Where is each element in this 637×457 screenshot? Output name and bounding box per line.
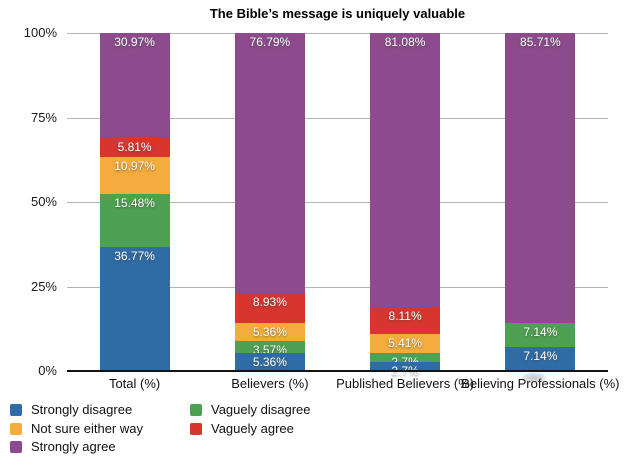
y-axis-tick-label: 25% xyxy=(30,279,57,294)
y-axis-tick-label: 100% xyxy=(23,25,57,40)
segment-value-label: 30.97% xyxy=(114,35,155,49)
segment-value-label: 8.93% xyxy=(252,294,287,309)
bar-segment-strongly-disagree: 5.36% xyxy=(234,352,305,371)
segment-value-label: 85.71% xyxy=(520,35,561,49)
gridline xyxy=(67,287,608,288)
bar-published-believers: 81.08%8.11%5.41%2.7%2.7% xyxy=(370,33,441,377)
legend-label: Strongly agree xyxy=(31,439,116,454)
bar-segment-strongly-agree: 81.08% xyxy=(370,33,441,308)
bar-segment-not-sure-either-way: 5.36% xyxy=(234,322,305,341)
segment-value-label: 5.81% xyxy=(117,139,152,154)
x-axis-category-label: Believing Professionals (%) xyxy=(461,376,620,391)
bar-total: 30.97% 5.81% 10.97% 15.48% 36.77% xyxy=(99,33,170,371)
legend-swatch xyxy=(10,422,22,435)
y-axis-tick-label: 50% xyxy=(30,194,57,209)
bar-segment-vaguely-disagree: 15.48% xyxy=(99,194,170,247)
y-axis-tick-label: 75% xyxy=(30,110,57,125)
bar-believers: 76.79% 8.93% 5.36% 3.57% 5.36% xyxy=(234,33,305,371)
segment-value-label: 10.97% xyxy=(114,159,155,174)
legend-swatch xyxy=(190,404,202,416)
bar-segment-vaguely-disagree: 7.14% xyxy=(505,322,576,347)
x-axis-line xyxy=(67,370,608,372)
x-axis-category-label: Published Believers (%) xyxy=(336,376,475,391)
legend-label: Strongly disagree xyxy=(31,402,133,417)
segment-value-label: 5.41% xyxy=(388,336,423,351)
bar-segment-strongly-agree: 85.71% xyxy=(505,33,576,323)
legend-swatch xyxy=(10,404,22,416)
segment-value-label: 15.48% xyxy=(114,196,155,211)
gridline xyxy=(67,202,608,203)
bar-segment-strongly-disagree: 7.14% xyxy=(505,346,576,371)
segment-value-label: 8.11% xyxy=(388,309,422,324)
gridline xyxy=(67,118,608,119)
x-axis-category-label: Believers (%) xyxy=(231,376,309,391)
bar-segment-vaguely-disagree: 2.7% xyxy=(370,352,441,368)
bar-segment-vaguely-agree: 8.93% xyxy=(234,292,305,323)
segment-value-label: 7.14% xyxy=(523,348,558,363)
segment-value-label: 5.36% xyxy=(252,324,287,339)
bar-segment-not-sure-either-way: 5.41% xyxy=(370,334,441,353)
bar-segment-vaguely-agree: 8.11% xyxy=(370,307,441,335)
bar-segment-strongly-agree: 76.79% xyxy=(234,33,305,293)
bar-segment-strongly-disagree: 36.77% xyxy=(99,246,170,371)
gridline xyxy=(67,33,608,34)
chart-title: The Bible’s message is uniquely valuable xyxy=(209,6,466,21)
bar-believing-professionals: 85.71% 7.14% 7.14% xyxy=(505,33,576,371)
segment-value-label: 5.36% xyxy=(252,354,287,369)
segment-value-label: 36.77% xyxy=(114,248,155,263)
bar-segment-vaguely-agree: 5.81% xyxy=(99,137,170,158)
legend-label: Not sure either way xyxy=(31,420,143,436)
segment-value-label: 7.14% xyxy=(523,324,558,339)
legend-swatch xyxy=(190,422,202,435)
y-axis-tick-label: 0% xyxy=(38,363,57,378)
legend-label: Vaguely agree xyxy=(211,420,294,436)
bar-segment-vaguely-disagree: 3.57% xyxy=(234,340,305,356)
bar-segment-not-sure-either-way: 10.97% xyxy=(99,157,170,195)
legend-label: Vaguely disagree xyxy=(211,402,311,417)
legend-swatch xyxy=(10,441,22,453)
segment-value-label: 81.08% xyxy=(384,35,426,49)
x-axis-category-label: Total (%) xyxy=(108,376,161,391)
segment-value-label: 76.79% xyxy=(249,35,291,49)
bar-segment-strongly-agree: 30.97% xyxy=(99,33,170,138)
